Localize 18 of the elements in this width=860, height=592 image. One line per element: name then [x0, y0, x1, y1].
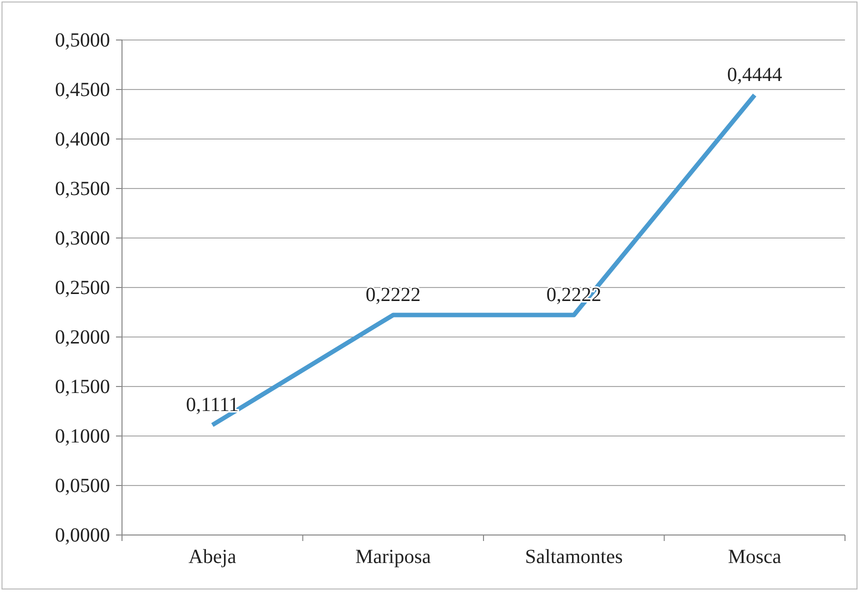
y-tick-label: 0,1500: [55, 376, 110, 398]
data-label: 0,1111: [186, 394, 239, 416]
x-tick-label: Saltamontes: [524, 546, 623, 568]
x-tick-label: Abeja: [188, 546, 236, 568]
y-tick-label: 0,4500: [55, 78, 110, 101]
x-tick-label: Mosca: [728, 546, 782, 568]
y-tick-label: 0,4000: [55, 128, 110, 150]
y-tick-label: 0,3000: [55, 227, 110, 250]
y-tick-label: 0,5000: [55, 29, 110, 52]
y-tick-label: 0,0000: [55, 524, 110, 546]
data-label: 0,2222: [366, 284, 421, 306]
y-tick-label: 0,1000: [55, 425, 110, 448]
y-tick-label: 0,2500: [55, 276, 110, 299]
y-tick-label: 0,3500: [55, 178, 110, 200]
y-tick-label: 0,0500: [55, 474, 110, 497]
x-tick-label: Mariposa: [355, 546, 432, 568]
data-label: 0,4444: [727, 64, 782, 86]
y-tick-label: 0,2000: [55, 326, 110, 348]
